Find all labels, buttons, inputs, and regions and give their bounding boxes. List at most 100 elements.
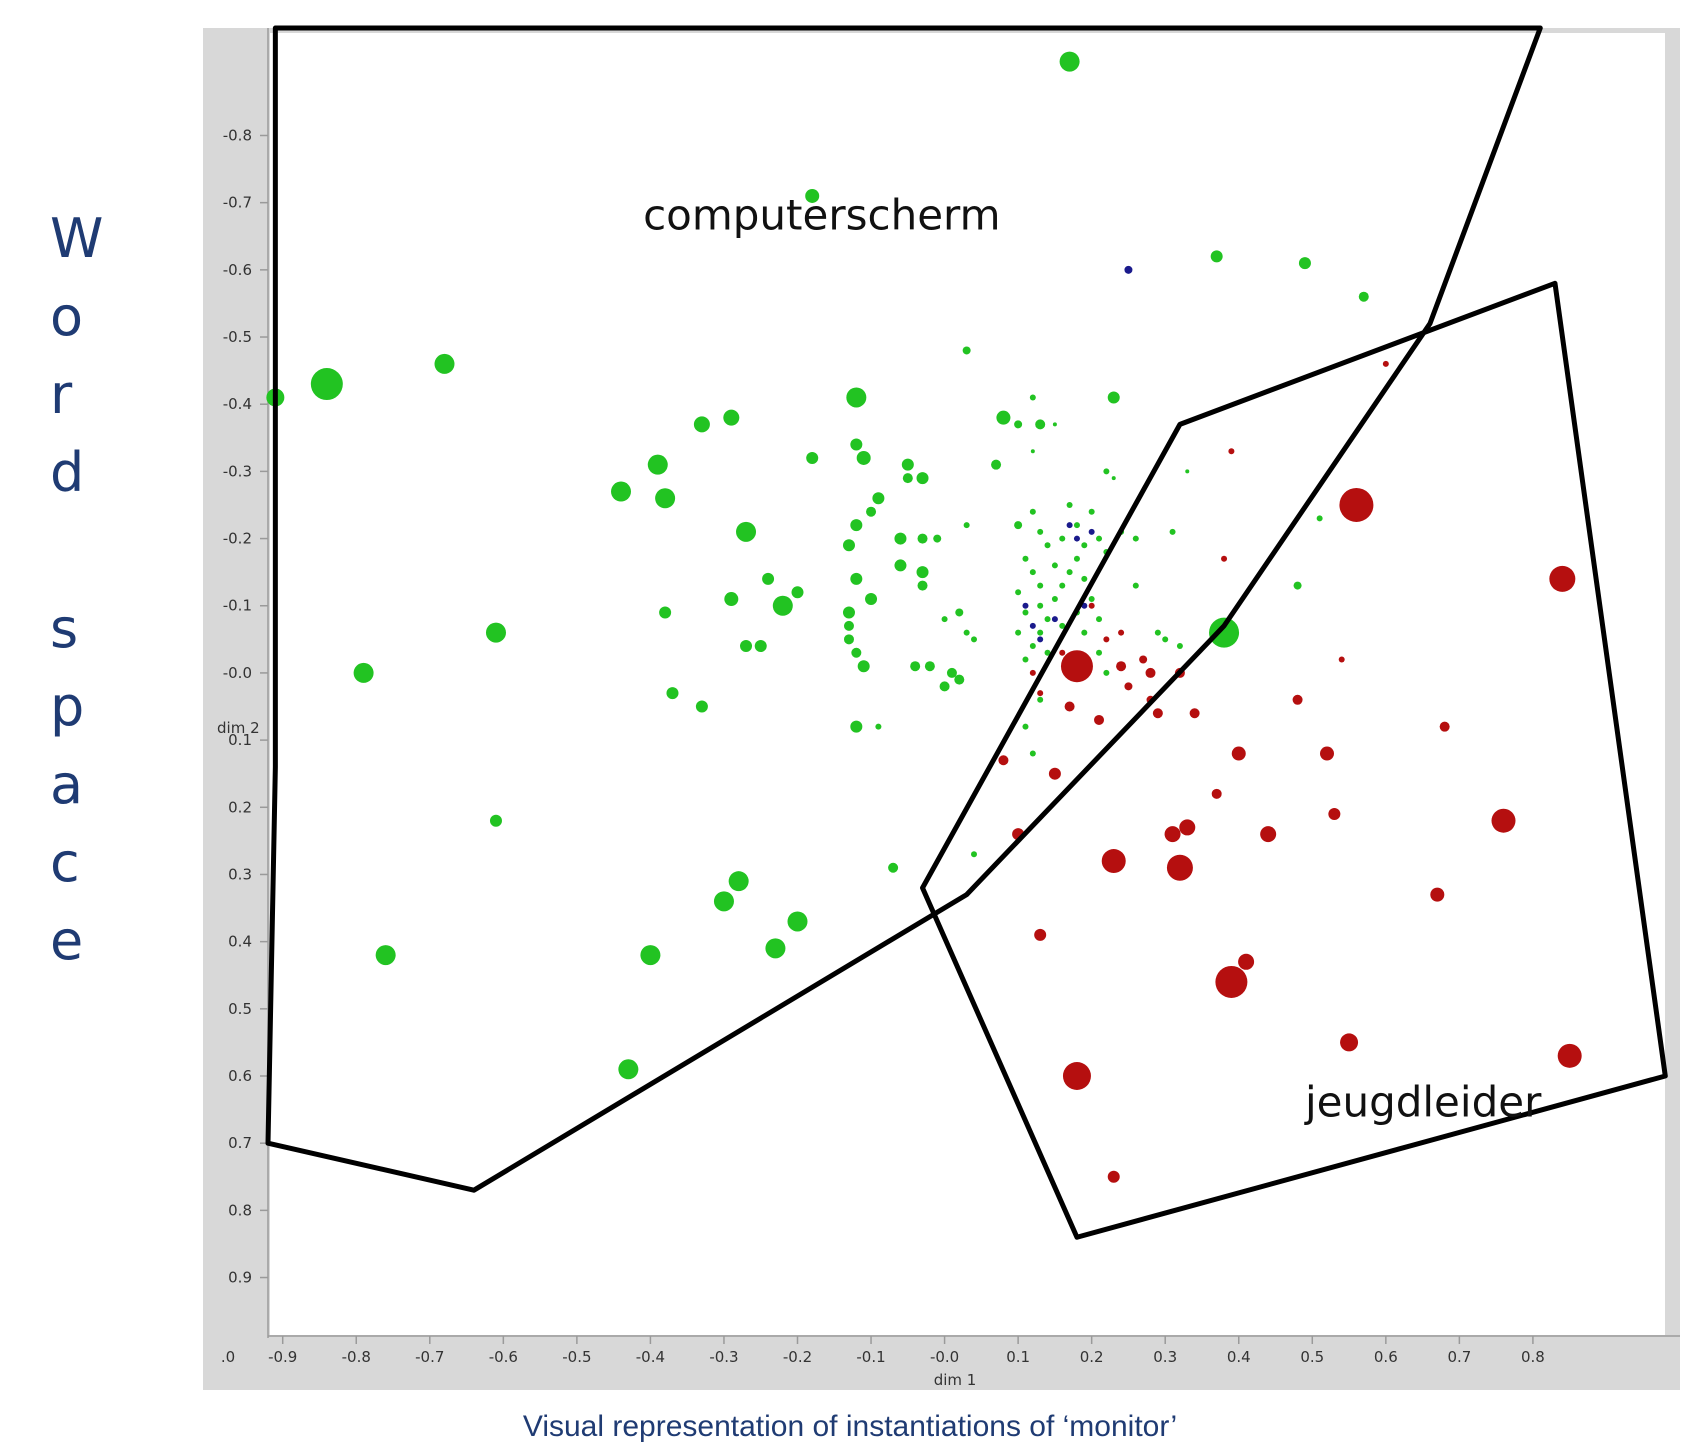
data-point	[910, 661, 921, 672]
data-point	[659, 606, 672, 619]
data-point	[1022, 723, 1029, 730]
data-point	[647, 454, 668, 475]
x-tick-label: -0.2	[783, 1348, 812, 1366]
data-point	[850, 519, 863, 532]
data-point	[850, 720, 863, 733]
data-point	[1103, 669, 1110, 676]
data-point	[1066, 522, 1073, 529]
data-point	[850, 572, 863, 585]
x-tick-label: -0.3	[709, 1348, 738, 1366]
data-point	[1132, 582, 1139, 589]
caption: Visual representation of instantiations …	[522, 1410, 1178, 1443]
x-tick-label: -0.1	[856, 1348, 885, 1366]
data-point	[971, 851, 977, 858]
data-point	[695, 700, 708, 713]
data-point	[1037, 690, 1044, 697]
x-tick-label: 0.1	[1006, 1348, 1030, 1366]
data-point	[655, 488, 676, 509]
y-tick-label: 0.2	[228, 798, 252, 816]
data-point	[955, 608, 964, 617]
data-point	[962, 346, 971, 355]
data-point	[963, 522, 970, 529]
data-point	[1015, 589, 1022, 596]
data-point	[851, 647, 862, 658]
data-point	[713, 891, 734, 912]
data-point	[902, 473, 913, 484]
x-tick-label: -0.5	[562, 1348, 591, 1366]
data-point	[1062, 1062, 1091, 1090]
side-title-letter: d	[50, 441, 85, 504]
y-tick-label: -0.2	[223, 530, 252, 548]
data-point	[740, 640, 753, 653]
data-point	[1029, 643, 1036, 650]
region-label-jeugdleider: jeugdleider	[1304, 1077, 1542, 1126]
data-point	[375, 945, 396, 966]
data-point	[1557, 1043, 1582, 1068]
data-point	[1209, 617, 1240, 648]
data-point	[1293, 581, 1302, 590]
data-point	[1439, 721, 1450, 732]
data-point	[1051, 596, 1058, 603]
side-title-letter: p	[50, 675, 85, 738]
y-tick-label: 0.1	[228, 731, 252, 749]
y-tick-label: 0.4	[228, 933, 252, 951]
data-point	[1169, 528, 1176, 535]
x-tick-label: -0.0	[930, 1348, 959, 1366]
data-point	[1015, 629, 1022, 636]
x-tick-label: -0.8	[342, 1348, 371, 1366]
data-point	[857, 660, 870, 673]
y-axis-ticks: -0.8 -0.7 -0.6 -0.5 -0.4 -0.3 -0.2 -0.1 -0.0 0.1 0…	[223, 126, 268, 1287]
data-point	[888, 862, 899, 873]
data-point	[1154, 629, 1161, 636]
data-point	[963, 629, 970, 636]
data-point	[787, 911, 808, 932]
data-point	[1491, 808, 1516, 833]
data-point	[1103, 636, 1110, 643]
data-point	[872, 492, 885, 505]
data-point	[1030, 449, 1035, 454]
data-point	[1162, 636, 1169, 643]
y-tick-label: 0.8	[228, 1201, 252, 1219]
side-title-letter	[50, 512, 130, 590]
data-point	[1358, 291, 1369, 302]
x-tick-label: 0.5	[1300, 1348, 1324, 1366]
data-point	[1048, 767, 1061, 780]
y-tick-label: -0.6	[223, 261, 252, 279]
data-point	[954, 674, 965, 685]
data-point	[1088, 528, 1095, 535]
x-tick-label: -0.4	[636, 1348, 665, 1366]
series-other	[1022, 265, 1133, 643]
data-point	[941, 616, 948, 623]
data-point	[916, 566, 929, 579]
data-point	[1044, 616, 1051, 623]
x-tick-label: 0.8	[1521, 1348, 1545, 1366]
x-tick-label: -0.9	[268, 1348, 297, 1366]
x-tick-label: -0.6	[489, 1348, 518, 1366]
data-point	[1101, 849, 1126, 874]
data-point	[1096, 616, 1103, 623]
data-point	[1430, 887, 1445, 902]
data-point	[1338, 656, 1345, 663]
data-point	[1022, 555, 1029, 562]
data-point	[805, 188, 820, 203]
y-tick-label: -0.3	[223, 462, 252, 480]
data-point	[917, 533, 928, 544]
data-point	[1228, 448, 1235, 455]
data-point	[1022, 656, 1029, 663]
data-point	[901, 458, 914, 471]
data-point	[1037, 636, 1044, 643]
region-outline-computerscherm	[265, 25, 1543, 1193]
x-tick-label: 0.3	[1153, 1348, 1177, 1366]
data-point	[1066, 569, 1073, 576]
data-point	[1124, 682, 1133, 691]
data-point	[1292, 694, 1303, 705]
data-point	[1037, 528, 1044, 535]
data-point	[924, 661, 935, 672]
data-point	[996, 410, 1011, 425]
data-point	[1022, 609, 1029, 616]
y-tick-label: 0.7	[228, 1134, 252, 1152]
data-point	[846, 387, 867, 408]
data-point	[1215, 965, 1248, 998]
data-point	[1059, 51, 1080, 72]
